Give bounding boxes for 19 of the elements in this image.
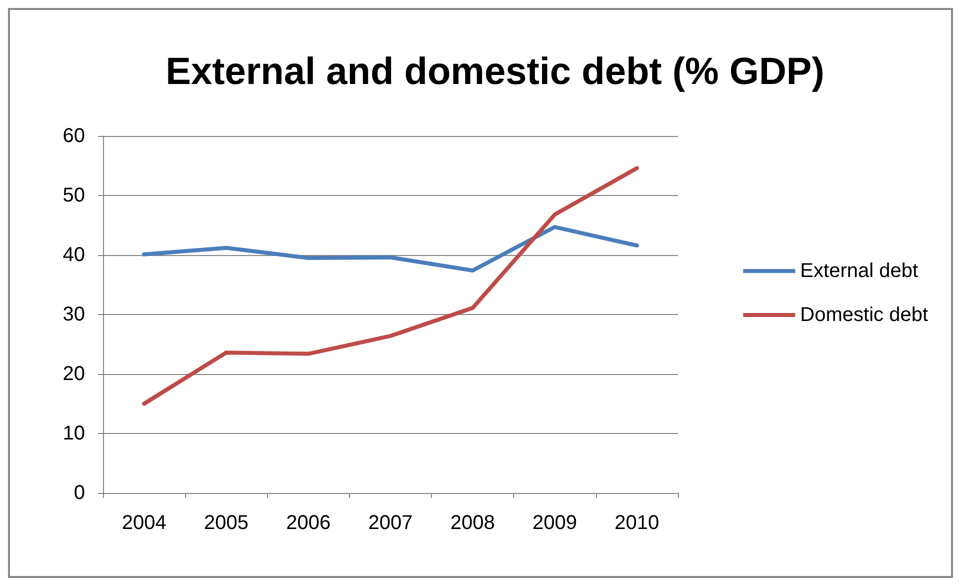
x-tick-label: 2007 bbox=[368, 512, 413, 534]
y-tick-label: 20 bbox=[62, 363, 85, 385]
x-tick-label: 2004 bbox=[122, 512, 166, 534]
legend-label: External debt bbox=[800, 260, 918, 282]
y-tick-label: 40 bbox=[62, 244, 85, 266]
y-tick-label: 0 bbox=[74, 482, 85, 504]
line-series bbox=[142, 166, 639, 406]
x-tick-label: 2006 bbox=[286, 512, 331, 534]
y-tick-label: 50 bbox=[62, 184, 85, 206]
x-tick-label: 2008 bbox=[450, 512, 495, 534]
x-tick-label: 2009 bbox=[532, 512, 578, 534]
chart-title: External and domestic debt (% GDP) bbox=[166, 51, 824, 93]
y-tick-label: 30 bbox=[62, 304, 85, 326]
line-series bbox=[142, 225, 639, 272]
legend-label: Domestic debt bbox=[800, 304, 928, 326]
y-tick-label: 10 bbox=[62, 422, 85, 444]
x-tick-label: 2010 bbox=[614, 512, 660, 534]
x-tick-label: 2005 bbox=[204, 512, 248, 534]
y-tick-label: 60 bbox=[62, 125, 85, 147]
